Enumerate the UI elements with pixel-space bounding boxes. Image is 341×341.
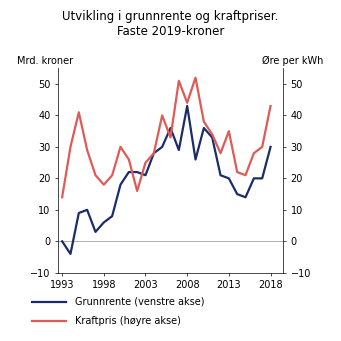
Kraftpris (høyre akse) (135, 189, 139, 193)
Grunnrente (venstre akse) (210, 135, 214, 139)
Grunnrente (venstre akse) (69, 252, 73, 256)
Kraftpris (høyre akse) (219, 151, 223, 155)
Text: Mrd. kroner: Mrd. kroner (17, 56, 74, 66)
Kraftpris (høyre akse) (227, 129, 231, 133)
Grunnrente (venstre akse) (260, 176, 264, 180)
Grunnrente (venstre akse) (168, 126, 173, 130)
Kraftpris (høyre akse) (77, 110, 81, 114)
Grunnrente (venstre akse) (135, 170, 139, 174)
Grunnrente (venstre akse) (193, 158, 197, 162)
Text: Kraftpris (høyre akse): Kraftpris (høyre akse) (75, 315, 181, 326)
Text: Øre per kWh: Øre per kWh (262, 56, 324, 66)
Grunnrente (venstre akse) (152, 151, 156, 155)
Kraftpris (høyre akse) (185, 101, 189, 105)
Grunnrente (venstre akse) (227, 176, 231, 180)
Kraftpris (høyre akse) (85, 148, 89, 152)
Grunnrente (venstre akse) (110, 214, 114, 218)
Kraftpris (høyre akse) (202, 120, 206, 124)
Grunnrente (venstre akse) (202, 126, 206, 130)
Kraftpris (høyre akse) (127, 158, 131, 162)
Kraftpris (høyre akse) (252, 151, 256, 155)
Grunnrente (venstre akse) (85, 208, 89, 212)
Line: Grunnrente (venstre akse): Grunnrente (venstre akse) (62, 106, 270, 254)
Text: Utvikling i grunnrente og kraftpriser.
Faste 2019-kroner: Utvikling i grunnrente og kraftpriser. F… (62, 10, 279, 38)
Kraftpris (høyre akse) (160, 113, 164, 117)
Kraftpris (høyre akse) (177, 79, 181, 83)
Grunnrente (venstre akse) (127, 170, 131, 174)
Grunnrente (venstre akse) (93, 230, 98, 234)
Grunnrente (venstre akse) (219, 173, 223, 177)
Kraftpris (høyre akse) (210, 132, 214, 136)
Kraftpris (høyre akse) (168, 135, 173, 139)
Grunnrente (venstre akse) (185, 104, 189, 108)
Line: Kraftpris (høyre akse): Kraftpris (høyre akse) (62, 78, 270, 197)
Kraftpris (høyre akse) (144, 161, 148, 165)
Kraftpris (høyre akse) (110, 173, 114, 177)
Grunnrente (venstre akse) (60, 239, 64, 243)
Grunnrente (venstre akse) (77, 211, 81, 215)
Grunnrente (venstre akse) (243, 195, 248, 199)
Grunnrente (venstre akse) (118, 183, 122, 187)
Kraftpris (høyre akse) (102, 183, 106, 187)
Kraftpris (høyre akse) (193, 76, 197, 80)
Kraftpris (høyre akse) (260, 145, 264, 149)
Grunnrente (venstre akse) (144, 173, 148, 177)
Text: Grunnrente (venstre akse): Grunnrente (venstre akse) (75, 297, 205, 307)
Grunnrente (venstre akse) (102, 220, 106, 224)
Kraftpris (høyre akse) (235, 170, 239, 174)
Grunnrente (venstre akse) (235, 192, 239, 196)
Grunnrente (venstre akse) (160, 145, 164, 149)
Kraftpris (høyre akse) (60, 195, 64, 199)
Grunnrente (venstre akse) (252, 176, 256, 180)
Kraftpris (høyre akse) (93, 173, 98, 177)
Grunnrente (venstre akse) (177, 148, 181, 152)
Kraftpris (høyre akse) (152, 151, 156, 155)
Kraftpris (høyre akse) (69, 145, 73, 149)
Grunnrente (venstre akse) (268, 145, 272, 149)
Kraftpris (høyre akse) (268, 104, 272, 108)
Kraftpris (høyre akse) (243, 173, 248, 177)
Kraftpris (høyre akse) (118, 145, 122, 149)
